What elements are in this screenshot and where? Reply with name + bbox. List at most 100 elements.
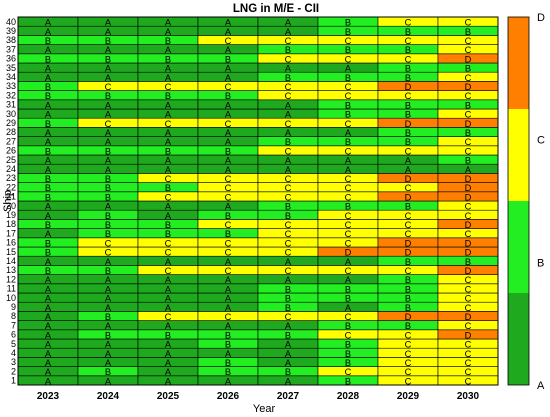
y-tick-label: 17	[6, 228, 16, 238]
cell-label: B	[105, 54, 111, 64]
cell-label: A	[45, 64, 52, 74]
cell-label: C	[405, 18, 412, 28]
cell-label: D	[465, 82, 472, 92]
cell-label: A	[165, 376, 172, 386]
cell-label: A	[105, 284, 112, 294]
y-tick-label: 4	[11, 348, 16, 358]
cell-label: B	[405, 73, 411, 83]
cell-label: A	[345, 64, 352, 74]
cell-label: C	[465, 146, 472, 156]
cell-label: A	[45, 275, 52, 285]
cell-label: B	[45, 220, 51, 230]
cell-label: A	[45, 349, 52, 359]
cell-label: B	[225, 340, 231, 350]
cell-label: B	[45, 183, 51, 193]
cell-label: C	[465, 229, 472, 239]
cell-label: C	[405, 229, 412, 239]
cell-label: B	[345, 294, 351, 304]
cell-label: C	[465, 73, 472, 83]
y-tick-label: 28	[6, 127, 16, 137]
cell-label: A	[45, 340, 52, 350]
y-tick-label: 30	[6, 109, 16, 119]
cell-label: D	[405, 82, 412, 92]
cell-label: C	[465, 45, 472, 55]
cell-label: D	[405, 174, 412, 184]
cell-label: B	[285, 73, 291, 83]
cell-label: C	[465, 18, 472, 28]
cell-label: C	[345, 367, 352, 377]
cell-label: A	[165, 340, 172, 350]
cell-label: B	[405, 303, 411, 313]
cell-label: B	[45, 54, 51, 64]
cell-label: A	[165, 367, 172, 377]
cell-label: D	[465, 183, 472, 193]
cell-label: A	[285, 358, 292, 368]
cell-label: C	[405, 91, 412, 101]
cell-label: A	[105, 45, 112, 55]
cell-label: B	[405, 321, 411, 331]
cell-label: B	[345, 45, 351, 55]
cell-label: A	[165, 73, 172, 83]
cell-label: B	[345, 73, 351, 83]
y-tick-label: 37	[6, 44, 16, 54]
cell-label: A	[165, 211, 172, 221]
cell-label: C	[405, 367, 412, 377]
cell-label: A	[225, 73, 232, 83]
cell-label: A	[225, 275, 232, 285]
colorbar-tick-label: B	[537, 257, 544, 269]
cell-label: B	[225, 229, 231, 239]
cell-label: A	[345, 128, 352, 138]
cell-label: B	[165, 36, 171, 46]
cell-label: C	[105, 238, 112, 248]
cell-label: C	[345, 330, 352, 340]
cell-label: C	[285, 54, 292, 64]
cell-label: B	[345, 321, 351, 331]
cell-label: D	[465, 248, 472, 258]
y-tick-label: 1	[11, 376, 16, 386]
colorbar: A B C D	[507, 12, 545, 392]
cell-label: B	[165, 54, 171, 64]
cell-label: C	[285, 238, 292, 248]
cell-label: C	[225, 82, 232, 92]
cell-label: B	[45, 238, 51, 248]
colorbar-segment	[508, 201, 529, 293]
cell-label: B	[105, 192, 111, 202]
cell-label: B	[405, 45, 411, 55]
y-tick-label: 6	[11, 330, 16, 340]
cell-label: B	[45, 174, 51, 184]
colorbar-segment	[508, 109, 529, 201]
x-axis-label: Year	[253, 403, 276, 415]
cell-label: A	[285, 340, 292, 350]
cell-label: C	[345, 91, 352, 101]
x-tick-label: 2030	[457, 391, 480, 402]
cell-label: B	[285, 45, 291, 55]
colorbar-tick-label: D	[537, 12, 545, 24]
cell-label: A	[285, 27, 292, 37]
cell-label: A	[345, 275, 352, 285]
cell-label: C	[225, 248, 232, 258]
cell-label: B	[165, 330, 171, 340]
cell-label: A	[165, 137, 172, 147]
cell-label: C	[465, 376, 472, 386]
colorbar-segment	[508, 17, 529, 109]
cell-label: A	[285, 156, 292, 166]
cell-label: A	[45, 137, 52, 147]
cell-label: D	[465, 174, 472, 184]
cell-label: A	[105, 27, 112, 37]
cell-label: A	[165, 275, 172, 285]
cell-label: C	[165, 312, 172, 322]
cell-label: D	[465, 192, 472, 202]
cell-label: B	[165, 220, 171, 230]
y-tick-label: 29	[6, 118, 16, 128]
cell-label: B	[105, 266, 111, 276]
cell-label: D	[405, 119, 412, 129]
y-tick-label: 3	[11, 357, 16, 367]
y-tick-label: 26	[6, 146, 16, 156]
cell-label: D	[465, 312, 472, 322]
cell-label: B	[405, 275, 411, 285]
cell-label: C	[285, 266, 292, 276]
y-tick-label: 21	[6, 192, 16, 202]
cell-label: C	[465, 202, 472, 212]
y-tick-label: 19	[6, 210, 16, 220]
cell-label: A	[225, 18, 232, 28]
